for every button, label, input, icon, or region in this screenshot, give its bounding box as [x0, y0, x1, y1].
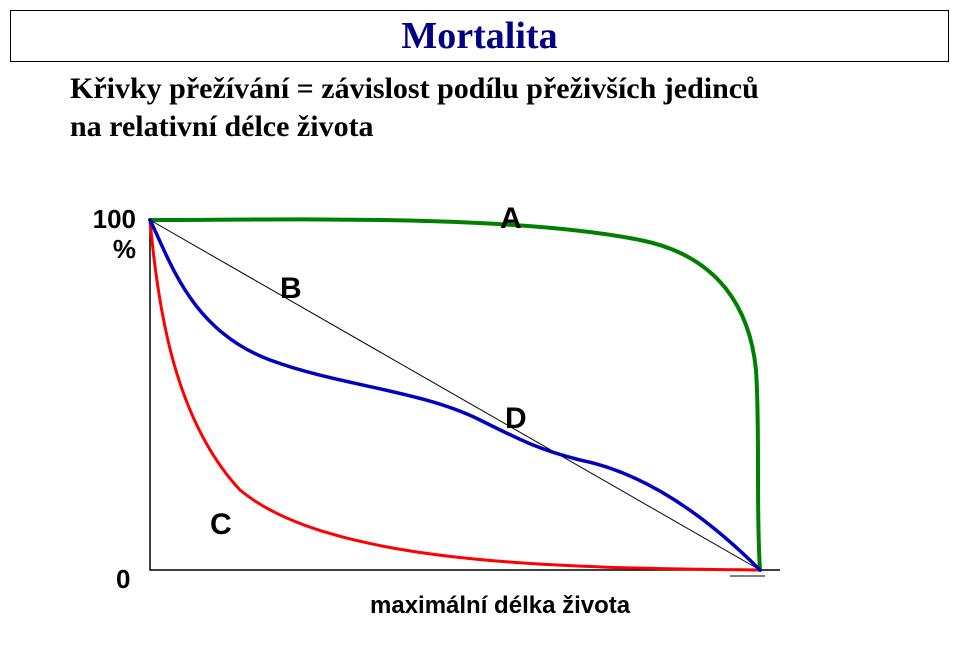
chart-svg — [80, 190, 900, 630]
chart-axes — [150, 220, 780, 570]
page-title: Mortalita — [401, 14, 557, 58]
curve-label-a: A — [500, 202, 522, 236]
subtitle-line-1: Křivky přežívání = závislost podílu přež… — [70, 72, 759, 105]
title-bar: Mortalita — [10, 10, 949, 62]
curve-label-b: B — [280, 272, 302, 306]
survival-chart: 100 % 0 maximální délka života ABCD — [80, 190, 900, 630]
x-axis-caption: maximální délka života — [370, 592, 630, 620]
curve-label-c: C — [210, 508, 232, 542]
subtitle: Křivky přežívání = závislost podílu přež… — [70, 70, 919, 145]
curve-label-d: D — [505, 402, 527, 436]
page: Mortalita Křivky přežívání = závislost p… — [0, 0, 959, 660]
curve-b — [150, 220, 760, 570]
subtitle-line-2: na relativní délce života — [70, 110, 374, 143]
